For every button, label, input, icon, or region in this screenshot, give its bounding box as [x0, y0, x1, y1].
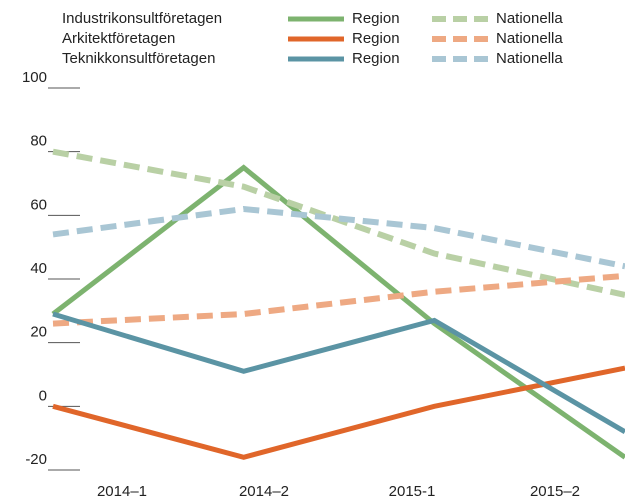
series-line — [52, 272, 625, 327]
series-line — [51, 164, 625, 460]
legend-label: Nationella — [496, 50, 563, 67]
legend-label: Region — [352, 50, 400, 67]
legend-group-label: Industrikonsultföretagen — [62, 10, 222, 27]
legend-label: Region — [352, 10, 400, 27]
x-tick-label: 2014–1 — [97, 483, 147, 500]
legend-label: Region — [352, 30, 400, 47]
legend-group-label: Teknikkonsultföretagen — [62, 50, 215, 67]
legend-group-label: Arkitektföretagen — [62, 30, 175, 47]
y-tick-label: 60 — [30, 196, 47, 213]
x-tick-label: 2014–2 — [239, 483, 289, 500]
legend-label: Nationella — [496, 10, 563, 27]
y-tick-label: 20 — [30, 324, 47, 341]
y-tick-label: -20 — [25, 451, 47, 468]
x-tick-label: 2015–2 — [530, 483, 580, 500]
y-tick-label: 0 — [39, 387, 47, 404]
y-tick-label: 40 — [30, 260, 47, 277]
y-tick-label: 100 — [22, 69, 47, 86]
y-tick-label: 80 — [30, 133, 47, 150]
legend-label: Nationella — [496, 30, 563, 47]
series-line — [52, 311, 625, 434]
series-line — [52, 205, 625, 270]
series-line — [52, 365, 625, 460]
x-tick-label: 2015-1 — [389, 483, 436, 500]
